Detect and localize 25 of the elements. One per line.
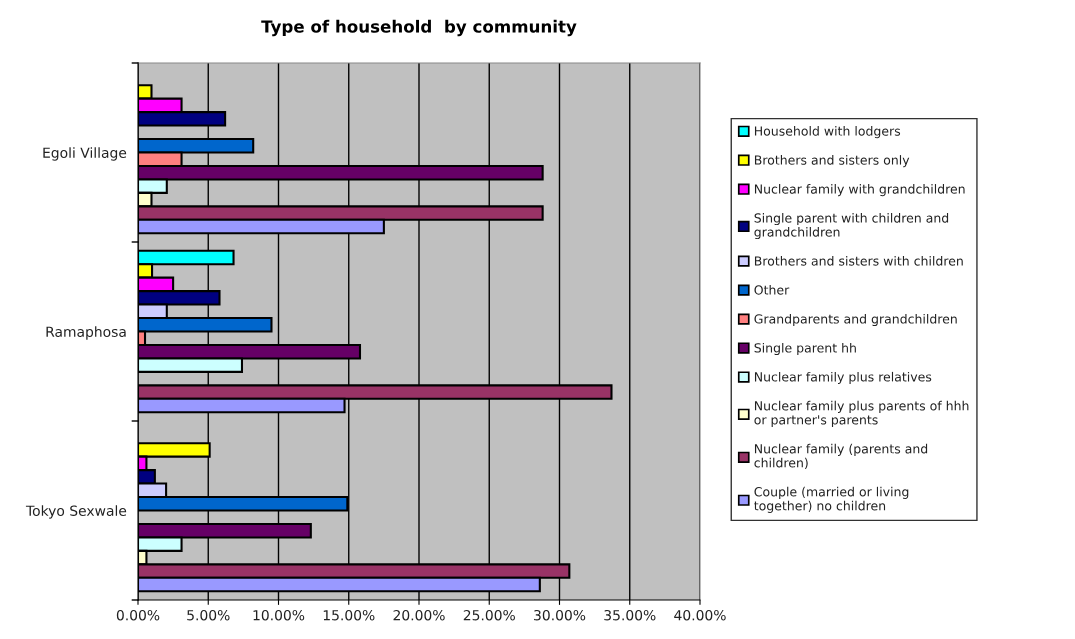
- legend-label: Brothers and sisters with children: [754, 255, 963, 266]
- x-tick-label: 0.00%: [116, 609, 160, 621]
- y-tick-label: Egoli Village: [43, 147, 127, 161]
- legend-label: Nuclear family plus parents of hhh or partner's parents: [754, 400, 969, 427]
- legend-label: Nuclear family (parents and children): [754, 443, 928, 469]
- x-tick-label: 35.00%: [604, 609, 656, 621]
- legend-label: Nuclear family plus relatives: [754, 371, 932, 384]
- legend-label: Couple (married or living together) no children: [754, 486, 909, 513]
- x-tick-label: 20.00%: [393, 609, 445, 621]
- x-tick-label: 40.00%: [674, 609, 726, 621]
- x-tick-label: 15.00%: [323, 609, 375, 621]
- y-tick-label: Tokyo Sexwale: [25, 505, 127, 519]
- chart-title: Type of household by community: [261, 19, 577, 37]
- y-tick-label: Ramaphosa: [46, 326, 126, 340]
- legend-label: Single parent with children and grandchildren: [754, 213, 949, 240]
- legend-label: Other: [754, 284, 790, 295]
- x-tick-label: 10.00%: [253, 609, 305, 621]
- legend-label: Single parent hh: [754, 342, 856, 356]
- x-tick-label: 25.00%: [463, 609, 515, 621]
- legend-label: Grandparents and grandchildren: [754, 313, 957, 327]
- legend-label: Brothers and sisters only: [754, 155, 910, 168]
- x-tick-label: 30.00%: [534, 609, 586, 621]
- legend-label: Household with lodgers: [754, 126, 901, 139]
- legend-label: Nuclear family with grandchildren: [754, 184, 965, 197]
- x-tick-label: 5.00%: [187, 609, 230, 621]
